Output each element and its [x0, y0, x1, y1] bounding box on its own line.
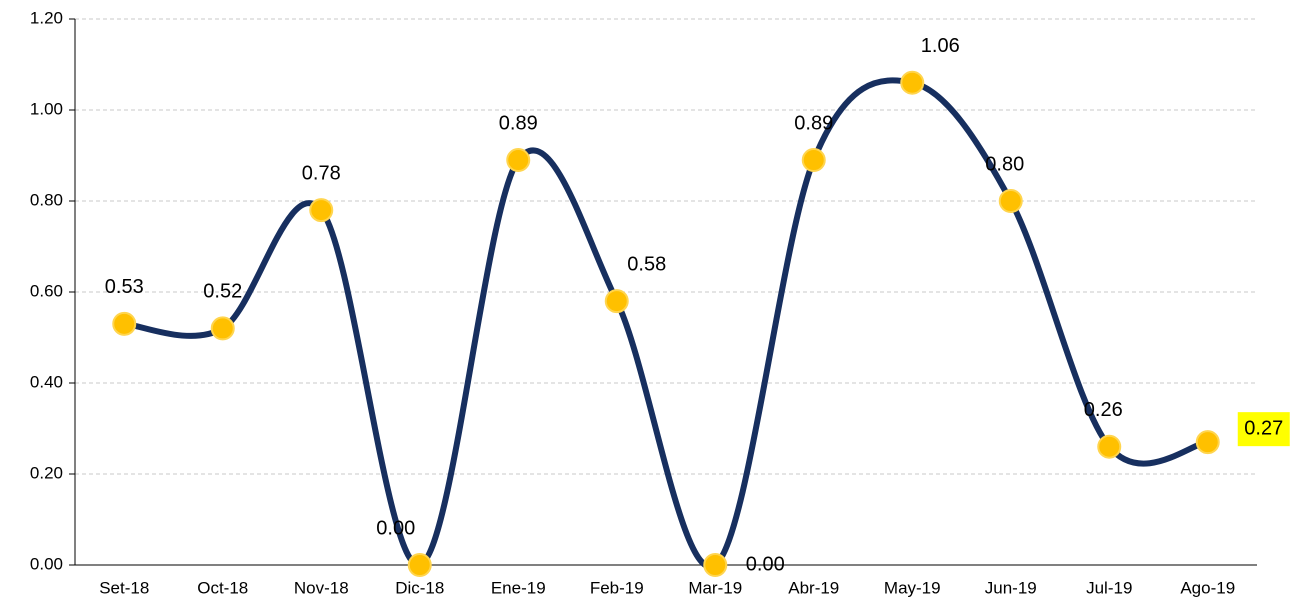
data-label: 0.26	[1084, 399, 1123, 421]
data-label: 0.78	[302, 162, 341, 184]
x-tick-label: Feb-19	[590, 578, 644, 597]
x-tick-label: Jul-19	[1086, 578, 1132, 597]
x-tick-label: Set-18	[99, 578, 149, 597]
y-tick-label: 0.20	[30, 463, 63, 482]
marker	[1097, 434, 1122, 459]
x-tick-label: Mar-19	[688, 578, 742, 597]
x-tick-label: Oct-18	[197, 578, 248, 597]
marker	[407, 553, 432, 577]
y-tick-label: 0.00	[30, 554, 63, 573]
line	[123, 77, 1209, 570]
x-tick-label: May-19	[884, 578, 941, 597]
label-highlight	[1237, 412, 1290, 447]
y-tick-label: 1.00	[30, 99, 63, 118]
marker	[309, 198, 334, 223]
x-tick-label: Jun-19	[985, 578, 1037, 597]
data-label: 1.06	[921, 35, 960, 57]
marker	[1195, 430, 1220, 455]
y-tick-label: 1.20	[30, 8, 63, 27]
marker	[506, 148, 531, 173]
marker	[112, 311, 137, 336]
data-label: 0.89	[794, 112, 833, 134]
data-label: 0.58	[627, 253, 666, 275]
data-label: 0.27	[1244, 417, 1283, 439]
y-tick-label: 0.80	[30, 190, 63, 209]
marker	[210, 316, 235, 341]
x-tick-label: Nov-18	[294, 578, 349, 597]
data-label: 0.00	[746, 553, 785, 575]
data-label: 0.89	[499, 112, 538, 134]
marker	[900, 70, 925, 95]
data-label: 0.52	[203, 281, 242, 303]
marker	[604, 289, 629, 314]
x-tick-label: Dic-18	[395, 578, 444, 597]
data-label: 0.80	[985, 153, 1024, 175]
marker	[703, 553, 728, 577]
data-label: 0.00	[376, 517, 415, 539]
y-tick-label: 0.60	[30, 281, 63, 300]
x-tick-label: Ago-19	[1180, 578, 1235, 597]
x-tick-label: Abr-19	[788, 578, 839, 597]
marker	[801, 148, 826, 173]
y-tick-label: 0.40	[30, 372, 63, 391]
x-tick-label: Ene-19	[491, 578, 546, 597]
marker	[998, 189, 1023, 213]
data-label: 0.53	[105, 276, 144, 298]
